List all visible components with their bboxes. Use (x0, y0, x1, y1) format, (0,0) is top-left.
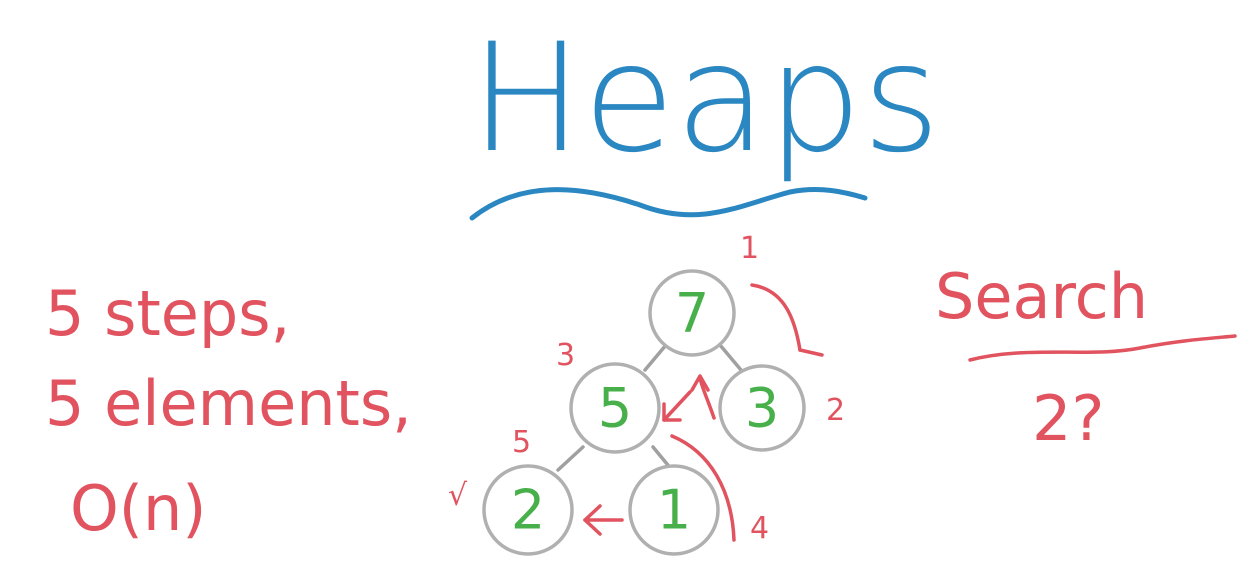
heap-node-left-right: 1 (628, 464, 720, 556)
step-label: 5 (512, 425, 531, 460)
search-underline (968, 334, 1237, 362)
step-label: 1 (740, 231, 759, 266)
node-value: 1 (657, 479, 691, 542)
heap-node-root: 7 (648, 269, 736, 357)
node-value: 5 (598, 377, 632, 440)
arrow-right-up-head (690, 374, 710, 392)
title-underline (469, 187, 868, 221)
checkmark: √ (448, 478, 468, 513)
heap-node-right: 3 (718, 364, 806, 452)
note-elements: 5 elements, (45, 367, 412, 440)
arrow-one-to-two-head (583, 504, 602, 536)
heap-node-left-left: 2 (482, 464, 574, 556)
step-label: 4 (750, 511, 769, 546)
search-heading: Search (935, 260, 1148, 333)
arrow-left-to-one (670, 434, 736, 542)
node-circle (628, 464, 720, 556)
arrow-to-left (662, 390, 692, 422)
node-value: 3 (745, 377, 779, 440)
edge-5-2 (556, 445, 585, 472)
arrow-root-to-right (750, 283, 802, 352)
edge-7-3 (718, 343, 743, 372)
step-label: 2 (826, 393, 845, 428)
arrow-to-left-head (662, 402, 682, 422)
title: Heaps (470, 12, 940, 186)
note-complexity: O(n) (70, 472, 206, 545)
node-value: 2 (511, 479, 545, 542)
node-circle (718, 364, 806, 452)
edge-7-5 (643, 343, 668, 372)
step-label: 3 (556, 338, 575, 373)
heap-node-left: 5 (569, 362, 661, 454)
node-circle (569, 362, 661, 454)
arrow-right-up (698, 376, 716, 420)
node-value: 7 (675, 282, 709, 345)
note-steps: 5 steps, (45, 277, 290, 350)
node-circle (648, 269, 736, 357)
node-circle (482, 464, 574, 556)
search-query: 2? (1032, 382, 1104, 455)
arrow-root-to-right-head (798, 348, 824, 357)
